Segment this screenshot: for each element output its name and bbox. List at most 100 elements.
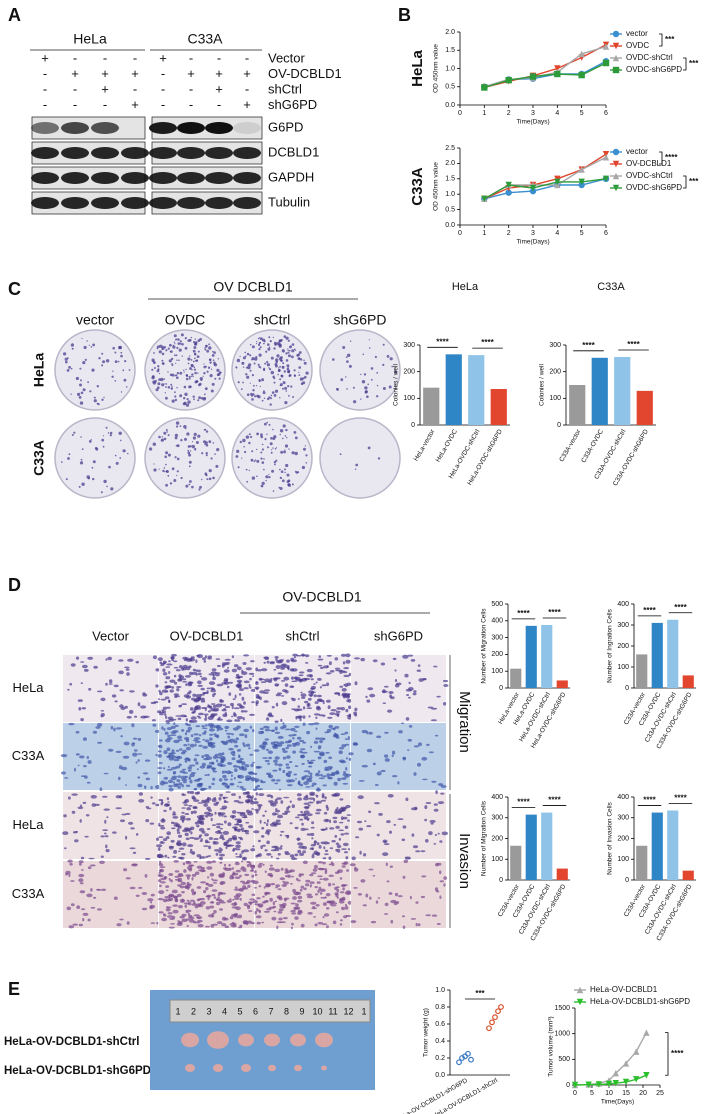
cell: [168, 753, 172, 755]
colony: [187, 339, 190, 342]
cell: [284, 810, 290, 812]
cell: [311, 821, 314, 824]
cell: [74, 768, 76, 772]
cell: [179, 675, 184, 679]
cell: [167, 797, 169, 800]
treatment-sign: +: [159, 50, 167, 65]
colony: [115, 455, 117, 457]
colony: [178, 360, 180, 362]
colony: [275, 358, 278, 361]
cell: [345, 805, 350, 808]
cell: [342, 671, 347, 673]
cell: [190, 831, 192, 834]
cell: [302, 814, 308, 816]
cell: [87, 657, 93, 660]
cell: [328, 777, 333, 779]
cell: [319, 777, 325, 779]
cell: [233, 712, 236, 716]
cell: [276, 779, 281, 781]
cell: [318, 745, 322, 748]
cell: [294, 907, 300, 909]
cell: [198, 673, 202, 676]
cell: [140, 705, 146, 708]
cell: [152, 719, 156, 721]
colony: [248, 353, 249, 354]
colony: [153, 443, 156, 446]
cell: [323, 902, 327, 906]
blot-band: [233, 122, 261, 134]
cell: [231, 733, 234, 735]
ruler-number: 3: [206, 1006, 211, 1016]
cell: [182, 784, 184, 787]
bar: [526, 815, 537, 880]
legend-label: HeLa-OV-DCBLD1-shG6PD: [590, 997, 690, 1006]
cell: [153, 655, 157, 659]
cell: [188, 690, 191, 693]
colony: [219, 371, 222, 374]
colony: [212, 383, 215, 386]
cell: [271, 883, 275, 885]
cell: [275, 799, 278, 801]
colony: [176, 354, 178, 356]
cell: [435, 735, 438, 737]
cell: [425, 839, 429, 843]
cell: [326, 773, 330, 777]
bar: [468, 355, 484, 425]
cell: [264, 657, 269, 661]
cell: [318, 756, 322, 759]
bar: [541, 625, 552, 688]
cell: [158, 690, 160, 693]
colony: [285, 464, 288, 467]
cell: [228, 748, 233, 751]
tumor: [185, 1064, 195, 1072]
cell: [394, 669, 396, 671]
marker: [603, 60, 609, 66]
cell: [170, 923, 175, 925]
cell: [310, 773, 313, 776]
colony: [179, 349, 182, 352]
cell: [309, 881, 314, 884]
cell: [298, 674, 303, 676]
culture-dish: [232, 418, 312, 498]
cell: [191, 903, 197, 906]
cell: [70, 880, 74, 882]
cell: [428, 707, 434, 709]
cell: [203, 803, 208, 807]
colony: [272, 447, 273, 448]
colony: [169, 344, 172, 347]
cell: [242, 831, 244, 833]
cell: [76, 657, 79, 660]
cell: [354, 868, 358, 872]
cell: [275, 763, 278, 766]
cell: [344, 851, 348, 853]
colony: [189, 376, 191, 378]
colony: [256, 476, 258, 478]
colony: [119, 457, 121, 459]
colony: [185, 369, 186, 370]
legend-label: HeLa-OV-DCBLD1: [590, 985, 658, 994]
colony: [81, 483, 84, 486]
colony: [288, 350, 289, 351]
cell: [261, 731, 264, 734]
cell: [169, 788, 174, 792]
y-tick-label: 500: [558, 1056, 570, 1063]
cell: [235, 862, 238, 864]
colony: [350, 341, 351, 342]
cell: [169, 846, 174, 849]
cell: [188, 683, 192, 686]
y-tick-label: 400: [617, 794, 629, 801]
cell: [240, 786, 244, 789]
cell: [304, 816, 309, 819]
bar: [541, 813, 552, 880]
cell: [186, 861, 192, 864]
colony: [246, 481, 248, 483]
colony: [157, 365, 159, 367]
colony: [124, 360, 126, 362]
cell: [226, 845, 231, 848]
cell: [192, 877, 194, 881]
cell: [330, 847, 333, 849]
colony: [282, 479, 285, 482]
colony: [251, 394, 253, 396]
colony: [153, 463, 154, 464]
cell: [277, 815, 283, 819]
